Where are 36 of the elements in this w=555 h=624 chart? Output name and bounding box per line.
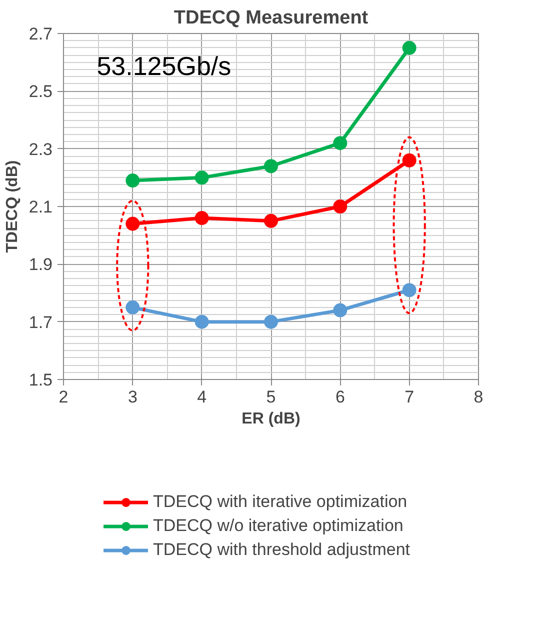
y-tick-label: 2.7	[28, 24, 53, 44]
chart-title: TDECQ Measurement	[174, 8, 369, 28]
y-axis-title: TDECQ (dB)	[4, 160, 21, 253]
point	[402, 40, 416, 55]
point	[126, 216, 140, 231]
x-axis-title: ER (dB)	[242, 410, 300, 428]
y-tick-label: 2.3	[28, 140, 53, 159]
y-tick-label: 1.7	[28, 312, 53, 332]
point	[333, 136, 348, 150]
x-tick-label: 8	[474, 388, 484, 406]
point	[333, 200, 348, 214]
x-tick-label: 5	[266, 388, 276, 406]
point	[194, 314, 209, 329]
point	[402, 283, 416, 298]
point	[264, 314, 278, 329]
x-tick-label: 7	[404, 388, 414, 406]
x-tick-label: 4	[197, 388, 207, 406]
y-tick-label: 1.5	[28, 370, 53, 390]
legend-label: TDECQ with threshold adjustment	[153, 540, 410, 560]
y-tick-label: 2.1	[28, 198, 53, 216]
y-tick-label: 2.5	[28, 82, 53, 102]
annotation: 53.125Gb/s	[96, 50, 232, 81]
point	[126, 174, 140, 188]
legend-label: TDECQ w/o iterative optimization	[153, 516, 404, 536]
point	[333, 303, 348, 318]
x-tick-label: 2	[58, 388, 68, 406]
point	[264, 159, 278, 174]
legend-label: TDECQ with iterative optimization	[153, 492, 408, 512]
point	[402, 153, 416, 168]
point	[264, 214, 278, 228]
y-tick-label: 1.9	[28, 255, 53, 274]
x-tick-label: 6	[335, 388, 345, 406]
x-tick-label: 3	[128, 388, 138, 406]
point	[194, 170, 209, 185]
point	[194, 211, 209, 226]
point	[126, 300, 140, 314]
